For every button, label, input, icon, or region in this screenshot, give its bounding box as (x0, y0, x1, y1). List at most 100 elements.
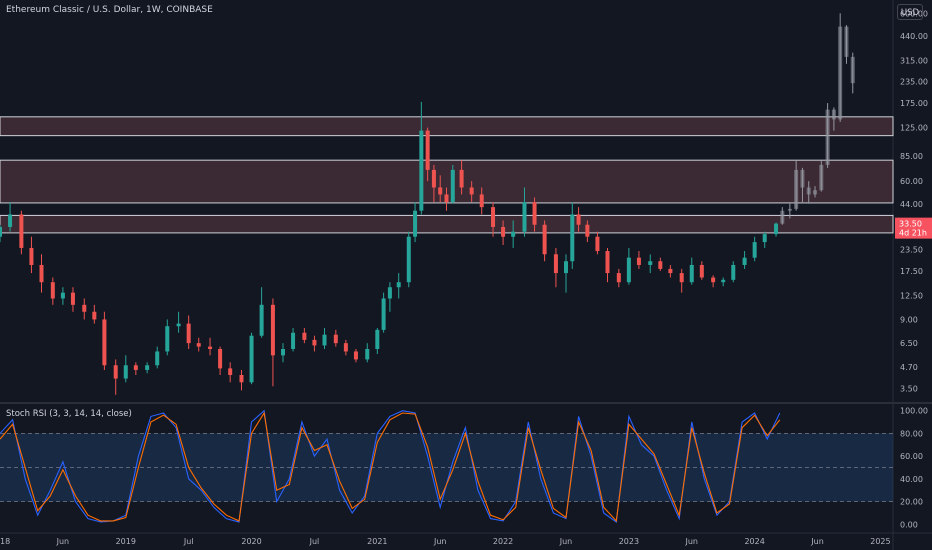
candle (585, 220, 590, 243)
candle (396, 273, 401, 299)
candle-body (0, 226, 2, 237)
candle (19, 210, 24, 255)
candle-body (113, 365, 118, 379)
time-tick-label: Jul (183, 537, 194, 546)
candle-body (92, 311, 97, 320)
candle (218, 346, 223, 376)
time-tick-label: 2022 (493, 537, 513, 546)
price-tick-label: 175.00 (900, 99, 928, 108)
candle (165, 319, 170, 356)
candle-body (270, 304, 275, 356)
candle-body (50, 282, 55, 299)
stoch-rsi-label: Stoch RSI (3, 3, 14, 14, close) (6, 409, 132, 419)
candle-body (413, 210, 418, 237)
candle-body (648, 261, 653, 265)
candle (82, 298, 87, 320)
currency-button[interactable]: USD (897, 4, 923, 20)
price-tick-label: 125.00 (900, 124, 928, 133)
candle-body (218, 348, 223, 369)
candle (343, 339, 348, 356)
candle-body (133, 365, 138, 370)
candle (413, 202, 418, 243)
candle (679, 268, 684, 293)
chart-title: Ethereum Classic / U.S. Dollar, 1W, COIN… (6, 5, 213, 15)
time-tick-label: Jun (685, 537, 699, 546)
candle (70, 287, 75, 312)
price-tick-label: 9.00 (900, 315, 918, 324)
candle (511, 220, 516, 248)
candle (616, 268, 621, 288)
candle-body (249, 335, 254, 383)
candle (689, 257, 694, 285)
candle-body (186, 323, 191, 344)
rsi-tick-label: 60.00 (900, 452, 923, 461)
candle-body (800, 169, 805, 188)
price-tick-label: 23.50 (900, 245, 923, 254)
candle-body (387, 287, 392, 299)
candle (479, 187, 484, 215)
candle-body (532, 202, 537, 225)
candle (39, 254, 44, 293)
candle-body (155, 351, 160, 366)
candle (249, 332, 254, 385)
candle-body (82, 304, 87, 312)
time-tick-label: 2021 (367, 537, 387, 546)
candle (50, 277, 55, 305)
price-tag-value: 33.50 (899, 220, 922, 229)
candle-body (787, 208, 792, 211)
candle-body (406, 236, 411, 283)
time-tick-label: Jun (56, 537, 70, 546)
candle-body (668, 268, 673, 274)
price-tick-label: 3.50 (900, 384, 918, 393)
time-tick-label: Jul (309, 537, 320, 546)
candle-body (39, 264, 44, 283)
time-tick-label: 2020 (241, 537, 261, 546)
candle-body (626, 257, 631, 283)
candle (280, 343, 285, 363)
candle-body (752, 242, 757, 258)
candle (113, 359, 118, 395)
candle (353, 348, 358, 363)
candle (444, 187, 449, 211)
candle (375, 328, 380, 355)
candle (419, 101, 424, 215)
price-tick-label: 17.50 (900, 267, 923, 276)
candle-body (522, 202, 527, 232)
candle (491, 202, 496, 237)
candle-body (542, 224, 547, 255)
candle-body (794, 169, 799, 209)
candle-body (831, 109, 836, 120)
price-tick-label: 315.00 (900, 56, 928, 65)
price-tick-label: 44.00 (900, 200, 923, 209)
candle-body (176, 323, 181, 327)
candle (813, 186, 818, 198)
price-tag-countdown: 4d 21h (899, 229, 927, 238)
time-tick-label: Jun (810, 537, 824, 546)
candle-body (459, 169, 464, 188)
candle (176, 311, 181, 333)
price-tick-label: 4.70 (900, 363, 918, 372)
candle (780, 207, 785, 225)
candle-body (570, 214, 575, 262)
candle-body (576, 214, 581, 225)
candle (825, 103, 830, 168)
candle (563, 254, 568, 293)
candle-body (844, 26, 849, 57)
candle (0, 224, 2, 243)
rsi-k-line (0, 409, 781, 523)
candle (469, 181, 474, 203)
candle (570, 202, 575, 269)
price-tick-label: 600.00 (900, 9, 928, 18)
candle-body (228, 368, 233, 376)
candle (800, 167, 805, 203)
resistance-zone (0, 214, 894, 234)
candle (501, 220, 506, 245)
time-tick-label: 2018 (0, 537, 10, 546)
candle-body (333, 334, 338, 344)
candle-body (605, 251, 610, 274)
candle (123, 355, 128, 383)
candle (102, 311, 107, 370)
rsi-tick-label: 20.00 (900, 498, 923, 507)
candle (752, 236, 757, 262)
